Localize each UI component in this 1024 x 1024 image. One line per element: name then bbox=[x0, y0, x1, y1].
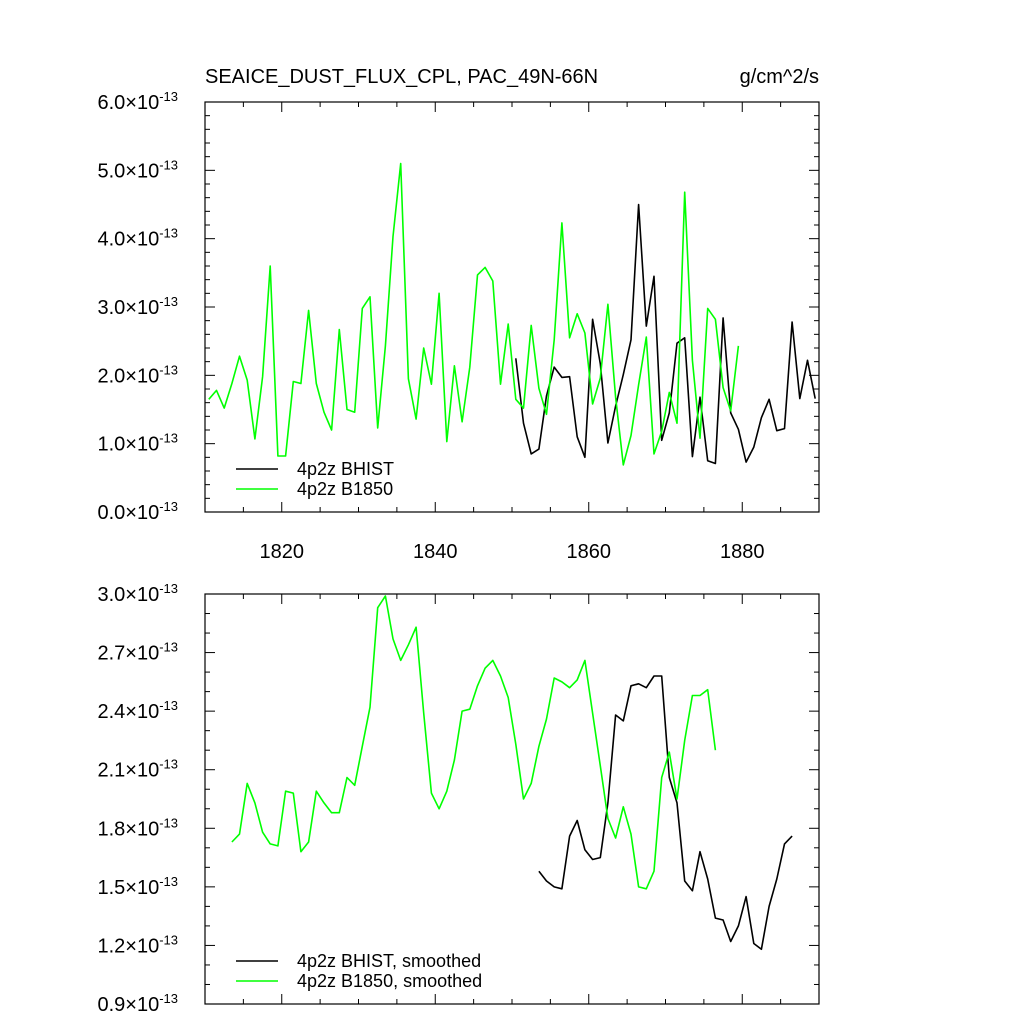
series-line-1 bbox=[208, 162, 740, 466]
y-tick-label: 3.0×10-13 bbox=[97, 581, 178, 606]
units-label: g/cm^2/s bbox=[740, 66, 819, 88]
y-tick-label: 2.0×10-13 bbox=[97, 362, 178, 387]
x-tick-label: 1840 bbox=[413, 541, 458, 563]
legend-label: 4p2z BHIST, smoothed bbox=[297, 951, 481, 971]
y-tick-label: 5.0×10-13 bbox=[97, 157, 178, 182]
bottom-series-lines bbox=[231, 595, 793, 951]
bottom-y-tick-labels: 0.9×10-13 1.2×10-13 1.5×10-13 1.8×10-13 2.1×… bbox=[97, 581, 178, 1016]
y-tick-label: 2.4×10-13 bbox=[97, 698, 178, 723]
bottom-tick-marks bbox=[204, 593, 820, 1005]
x-tick-label: 1880 bbox=[720, 541, 765, 563]
y-tick-label: 1.8×10-13 bbox=[97, 815, 178, 840]
y-tick-label: 6.0×10-13 bbox=[97, 89, 178, 114]
bottom-panel: 0.9×10-13 1.2×10-13 1.5×10-13 1.8×10-13 2.1×… bbox=[97, 581, 820, 1016]
top-tick-marks bbox=[204, 101, 820, 513]
y-tick-label: 1.5×10-13 bbox=[97, 874, 178, 899]
y-tick-label: 4.0×10-13 bbox=[97, 226, 178, 251]
bottom-plot-frame bbox=[204, 593, 820, 1005]
legend-label: 4p2z B1850 bbox=[297, 479, 393, 499]
legend-label: 4p2z B1850, smoothed bbox=[297, 971, 482, 991]
y-tick-label: 2.7×10-13 bbox=[97, 640, 178, 665]
top-plot-frame bbox=[204, 101, 820, 513]
series-line-0 bbox=[538, 675, 793, 951]
x-tick-label: 1860 bbox=[567, 541, 612, 563]
y-tick-label: 1.2×10-13 bbox=[97, 932, 178, 957]
legend-label: 4p2z BHIST bbox=[297, 459, 394, 479]
y-tick-label: 2.1×10-13 bbox=[97, 757, 178, 782]
y-tick-label: 0.9×10-13 bbox=[97, 991, 178, 1016]
x-tick-label: 1820 bbox=[260, 541, 305, 563]
top-series-lines bbox=[208, 162, 816, 466]
series-line-1 bbox=[231, 595, 717, 890]
y-tick-label: 3.0×10-13 bbox=[97, 294, 178, 319]
chart-title: SEAICE_DUST_FLUX_CPL, PAC_49N-66N bbox=[205, 66, 598, 88]
y-tick-label: 1.0×10-13 bbox=[97, 431, 178, 456]
series-line-0 bbox=[515, 203, 816, 465]
top-y-tick-labels: 0.0×10-13 1.0×10-13 2.0×10-13 3.0×10-13 4.0×… bbox=[97, 89, 178, 524]
top-x-tick-labels: 1820 1840 1860 1880 bbox=[260, 541, 765, 563]
top-panel: SEAICE_DUST_FLUX_CPL, PAC_49N-66N g/cm^2… bbox=[97, 66, 820, 563]
y-tick-label: 0.0×10-13 bbox=[97, 499, 178, 524]
